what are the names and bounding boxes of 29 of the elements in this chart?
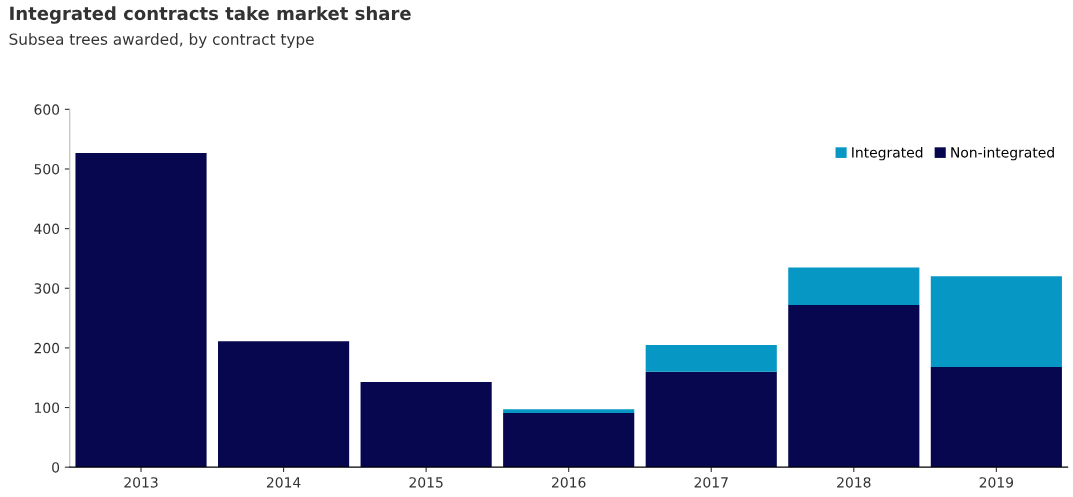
y-tick-label: 200 [34,342,60,354]
bar [503,412,635,468]
chart-subtitle: Subsea trees awarded, by contract type [9,33,314,48]
legend-label: Non-integrated [951,146,1054,161]
bar [788,304,920,468]
bar [218,341,350,468]
x-tick-label: 2016 [552,477,586,488]
bar [930,276,1062,367]
bar [360,381,492,468]
y-tick-label: 400 [34,223,60,235]
x-tick-label: 2014 [266,477,301,488]
y-tick-label: 100 [35,402,60,414]
y-tick-label: 600 [34,104,60,115]
x-tick-label: 2013 [124,477,158,488]
bar [930,366,1062,468]
x-tick-label: 2015 [409,477,443,488]
bar [75,152,207,468]
x-tick-label: 2018 [837,477,871,488]
x-tick-label: 2017 [694,477,728,488]
y-tick-label: 500 [34,163,60,175]
bar [645,371,777,468]
bar [788,267,920,305]
y-tick-label: 0 [52,462,60,473]
bar [503,409,635,413]
y-tick-label: 300 [34,283,60,294]
legend-label: Integrated [852,146,923,161]
x-tick-label: 2019 [979,477,1014,488]
chart-title: Integrated contracts take market share [10,6,411,24]
bar [645,344,777,372]
